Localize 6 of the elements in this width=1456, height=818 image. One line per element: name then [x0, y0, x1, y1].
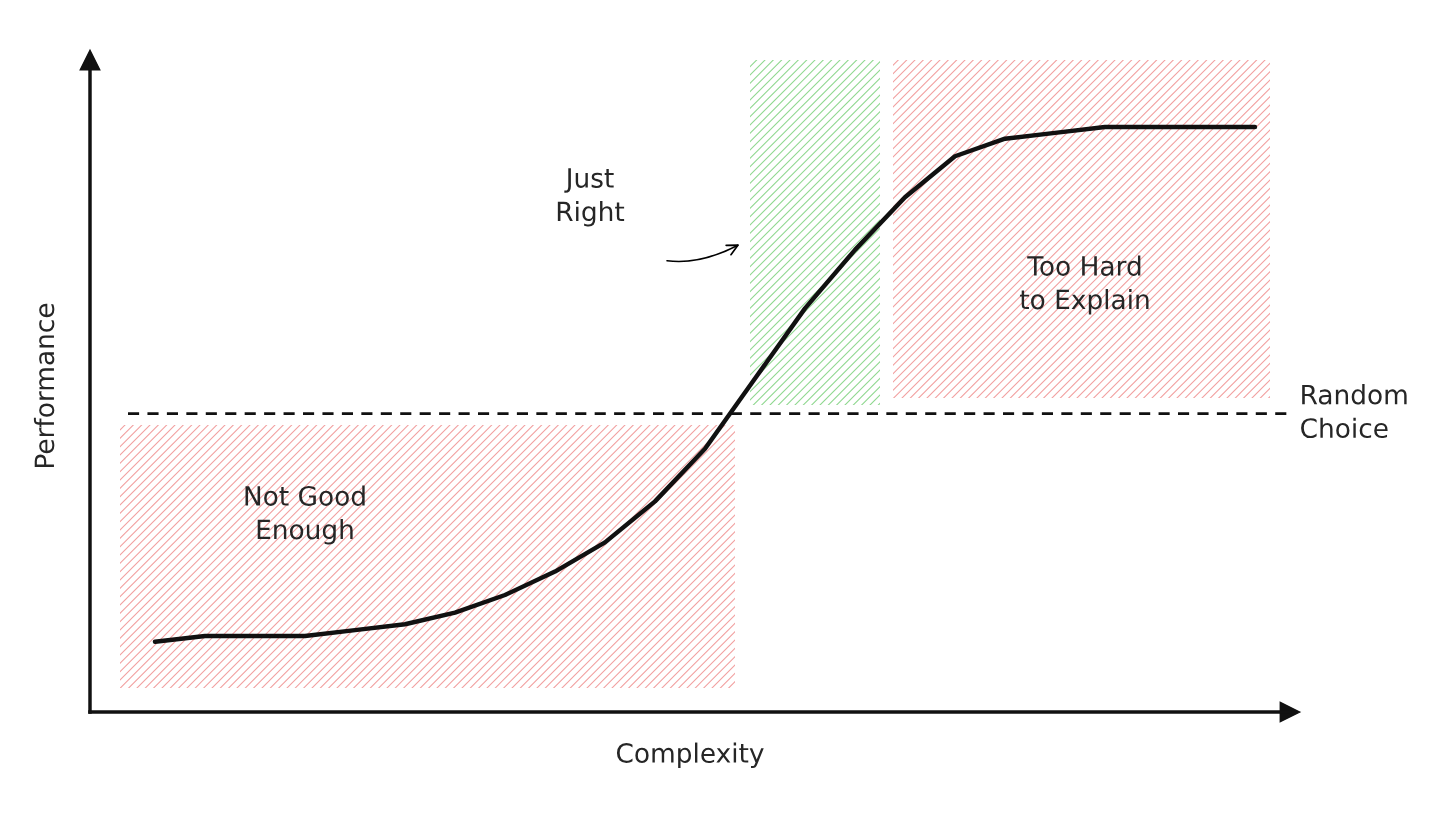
annotation: Just Right	[557, 168, 625, 227]
ref-line-label: Random Choice	[1301, 384, 1407, 439]
annotation: Not Good Enough	[245, 485, 365, 545]
y-axis-title: Performance	[33, 303, 55, 468]
x-axis-title: Complexity	[616, 742, 764, 769]
annotation: Too Hard to Explain	[1019, 255, 1149, 315]
